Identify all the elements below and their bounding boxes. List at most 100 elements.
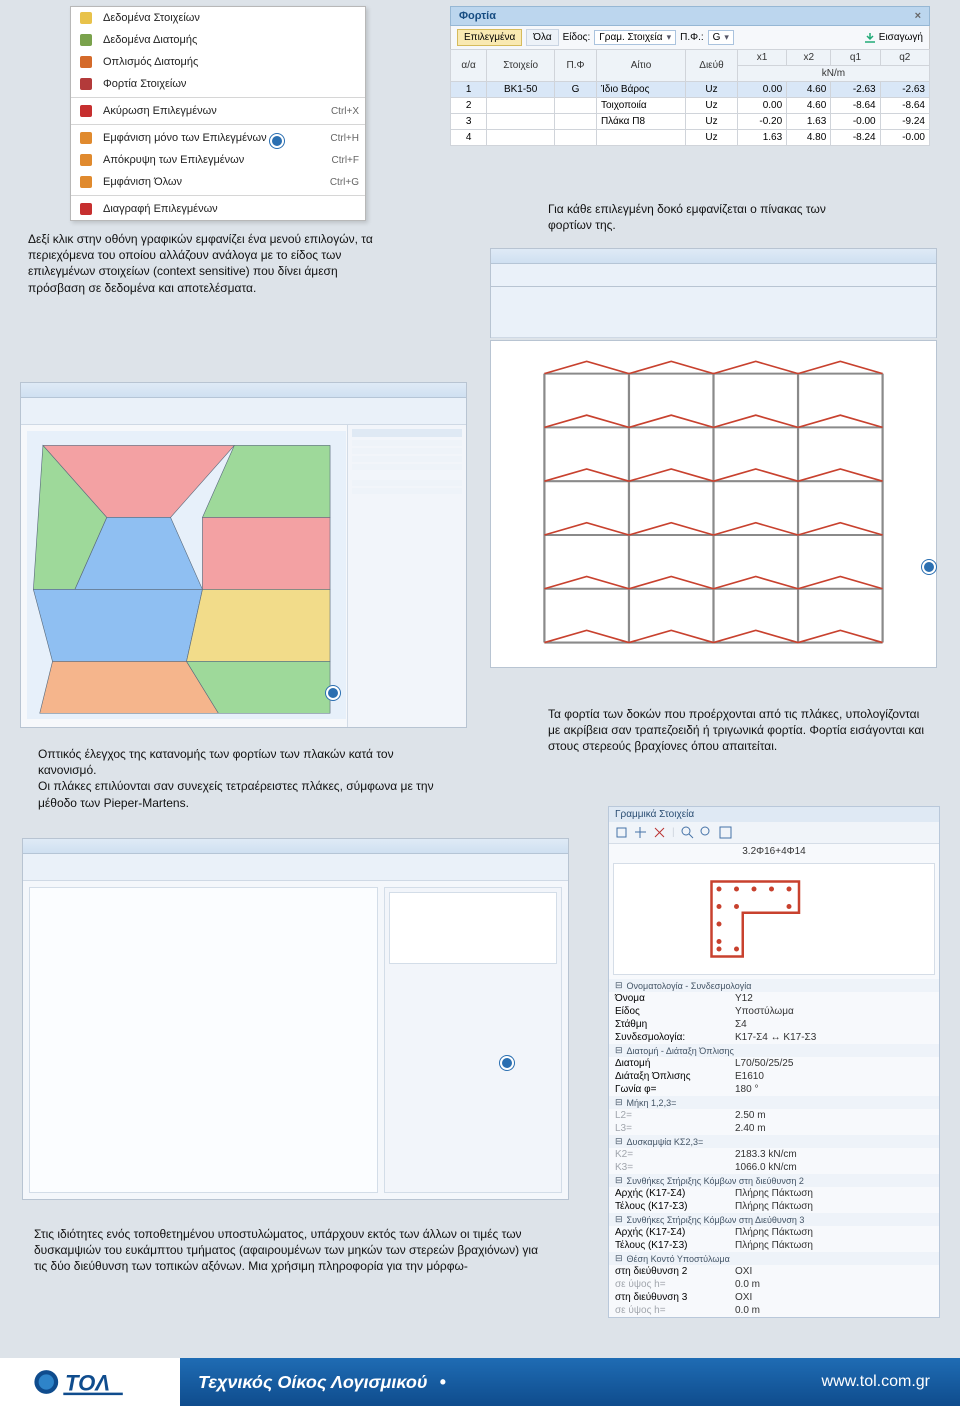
filter-kind-value: Γραμ. Στοιχεία	[599, 32, 662, 43]
select-icon[interactable]	[615, 826, 628, 839]
context-menu-shortcut: Ctrl+F	[332, 155, 360, 166]
note-context-menu: Δεξί κλικ στην οθόνη γραφικών εμφανίζει …	[20, 225, 406, 302]
note-slab: Οπτικός έλεγχος της κατανομής των φορτίω…	[30, 740, 446, 817]
delete-icon[interactable]	[653, 826, 666, 839]
properties-row: L2=2.50 m	[609, 1109, 939, 1122]
tab-selected[interactable]: Επιλεγμένα	[457, 29, 522, 46]
chevron-down-icon: ▾	[724, 32, 729, 43]
properties-row: Τέλους (K17-Σ3)Πλήρης Πάκτωση	[609, 1239, 939, 1252]
properties-row: L3=2.40 m	[609, 1122, 939, 1135]
close-icon[interactable]: ×	[915, 10, 921, 22]
properties-toolbar: |	[609, 822, 939, 844]
callout-dot-column	[500, 1056, 514, 1070]
table-row[interactable]: 1BK1-50GΊδιο ΒάροςUz0.004.60-2.63-2.63	[451, 82, 930, 98]
slab-side-panel	[347, 425, 466, 727]
brand-text: ΤΟΛ	[65, 1371, 110, 1396]
filter-case-label: Π.Φ.:	[680, 32, 704, 43]
cancel-icon	[77, 103, 95, 119]
properties-section: ⊟Δυσκαμψία ΚΣ2,3=	[609, 1135, 939, 1148]
context-menu-item[interactable]: Δεδομένα Στοιχείων	[71, 7, 365, 29]
properties-section: ⊟Συνθήκες Στήριξης Κόμβων στη Διεύθυνση …	[609, 1213, 939, 1226]
hide-icon	[77, 152, 95, 168]
tab-all[interactable]: Όλα	[526, 29, 558, 46]
properties-row: σε ύψος h=0.0 m	[609, 1278, 939, 1291]
table-row[interactable]: 3Πλάκα Π8Uz-0.201.63-0.00-9.24	[451, 114, 930, 130]
note-beams: Τα φορτία των δοκών που προέρχονται από …	[540, 700, 936, 761]
properties-row: ΕίδοςΥποστύλωμα	[609, 1005, 939, 1018]
zoom-out-icon[interactable]	[700, 826, 713, 839]
cross-section-sketch	[613, 863, 935, 975]
properties-section: ⊟Μήκη 1,2,3=	[609, 1096, 939, 1109]
properties-row: Αρχής (K17-Σ4)Πλήρης Πάκτωση	[609, 1187, 939, 1200]
table-row[interactable]: 2ΤοιχοποιίαUz0.004.60-8.64-8.64	[451, 98, 930, 114]
properties-row: Αρχής (K17-Σ4)Πλήρης Πάκτωση	[609, 1226, 939, 1239]
context-menu-item[interactable]: Απόκρυψη των ΕπιλεγμένωνCtrl+F	[71, 149, 365, 171]
properties-panel: Γραμμικά Στοιχεία | 3.2Φ16+4Φ14 ⊟Ονομα	[608, 806, 940, 1318]
context-menu-item[interactable]: Δεδομένα Διατομής	[71, 29, 365, 51]
zoom-in-icon[interactable]	[681, 826, 694, 839]
loads-window-title: Φορτία	[459, 10, 496, 22]
context-menu: Δεδομένα Στοιχείων Δεδομένα Διατομής Οπλισ…	[70, 6, 366, 221]
properties-section: ⊟Διατομή - Διάταξη Όπλισης	[609, 1044, 939, 1057]
callout-dot-ctxmenu	[270, 134, 284, 148]
context-menu-item[interactable]: Οπλισμός Διατομής	[71, 51, 365, 73]
note-column: Στις ιδιότητες ενός τοποθετημένου υποστυ…	[26, 1220, 562, 1281]
context-menu-label: Διαγραφή Επιλεγμένων	[103, 203, 359, 215]
show-only-icon	[77, 130, 95, 146]
context-menu-item[interactable]: Ακύρωση ΕπιλεγμένωνCtrl+X	[71, 100, 365, 122]
context-menu-label: Ακύρωση Επιλεγμένων	[103, 105, 331, 117]
properties-row: K2=2183.3 kN/cm	[609, 1148, 939, 1161]
properties-row: ΣτάθμηΣ4	[609, 1018, 939, 1031]
context-menu-label: Απόκρυψη των Επιλεγμένων	[103, 154, 332, 166]
context-menu-item[interactable]: Εμφάνιση ΌλωνCtrl+G	[71, 171, 365, 193]
ribbon-screenshot-a	[490, 248, 937, 286]
slab-screenshot	[20, 382, 467, 728]
loads-table: α/αΣτοιχείοΠ.ΦΑίτιοΔιεύθx1x2q1q2kN/m1BK1…	[450, 49, 930, 146]
element-data-icon	[77, 10, 95, 26]
properties-row: Διάταξη ΌπλισηςE1610	[609, 1070, 939, 1083]
properties-section: ⊟Ονοματολογία - Συνδεσμολογία	[609, 979, 939, 992]
callout-dot-frame	[922, 560, 936, 574]
frame-screenshot	[490, 340, 937, 668]
properties-row: σε ύψος h=0.0 m	[609, 1304, 939, 1317]
context-menu-label: Δεδομένα Διατομής	[103, 34, 359, 46]
properties-row: στη διεύθυνση 2ΟΧΙ	[609, 1265, 939, 1278]
import-label: Εισαγωγή	[879, 32, 923, 43]
properties-section: ⊟Συνθήκες Στήριξης Κόμβων στη διεύθυνση …	[609, 1174, 939, 1187]
zoom-extents-icon[interactable]	[719, 826, 732, 839]
context-menu-label: Δεδομένα Στοιχείων	[103, 12, 359, 24]
column-editor-screenshot	[22, 838, 569, 1200]
table-row[interactable]: 4Uz1.634.80-8.24-0.00	[451, 130, 930, 146]
loads-toolbar: Επιλεγμένα Όλα Είδος: Γραμ. Στοιχεία ▾ Π…	[450, 26, 930, 49]
properties-row: Συνδεσμολογία:K17-Σ4 ↔ K17-Σ3	[609, 1031, 939, 1044]
filter-kind-label: Είδος:	[563, 32, 591, 43]
context-menu-label: Εμφάνιση μόνο των Επιλεγμένων	[103, 132, 330, 144]
import-button[interactable]: Εισαγωγή	[864, 32, 923, 44]
footer-bullet: •	[439, 1372, 445, 1393]
note-loads: Για κάθε επιλεγμένη δοκό εμφανίζεται ο π…	[540, 195, 876, 239]
properties-section: ⊟Θέση Κοντό Υποστύλωμα	[609, 1252, 939, 1265]
ribbon-screenshot-b	[490, 286, 937, 338]
loads-window: Φορτία × Επιλεγμένα Όλα Είδος: Γραμ. Στο…	[450, 6, 930, 146]
properties-row: K3=1066.0 kN/cm	[609, 1161, 939, 1174]
callout-dot-slab	[326, 686, 340, 700]
filter-kind-combo[interactable]: Γραμ. Στοιχεία ▾	[594, 30, 676, 45]
context-menu-item[interactable]: Διαγραφή Επιλεγμένων	[71, 198, 365, 220]
chevron-down-icon: ▾	[667, 32, 672, 43]
context-menu-item[interactable]: Φορτία Στοιχείων	[71, 73, 365, 95]
context-menu-item[interactable]: Εμφάνιση μόνο των ΕπιλεγμένωνCtrl+H	[71, 127, 365, 149]
properties-title: Γραμμικά Στοιχεία	[609, 807, 939, 822]
context-menu-label: Φορτία Στοιχείων	[103, 78, 359, 90]
loads-window-title-bar: Φορτία ×	[450, 6, 930, 26]
filter-case-combo[interactable]: G ▾	[708, 30, 734, 45]
context-menu-shortcut: Ctrl+G	[330, 177, 359, 188]
show-all-icon	[77, 174, 95, 190]
footer-company: Τεχνικός Οίκος Λογισμικού	[198, 1372, 427, 1393]
context-menu-label: Εμφάνιση Όλων	[103, 176, 330, 188]
rebar-icon	[77, 54, 95, 70]
loads-icon	[77, 76, 95, 92]
move-icon[interactable]	[634, 826, 647, 839]
context-menu-shortcut: Ctrl+H	[330, 133, 359, 144]
import-icon	[864, 32, 876, 44]
brand-logo: ΤΟΛ	[0, 1358, 180, 1406]
